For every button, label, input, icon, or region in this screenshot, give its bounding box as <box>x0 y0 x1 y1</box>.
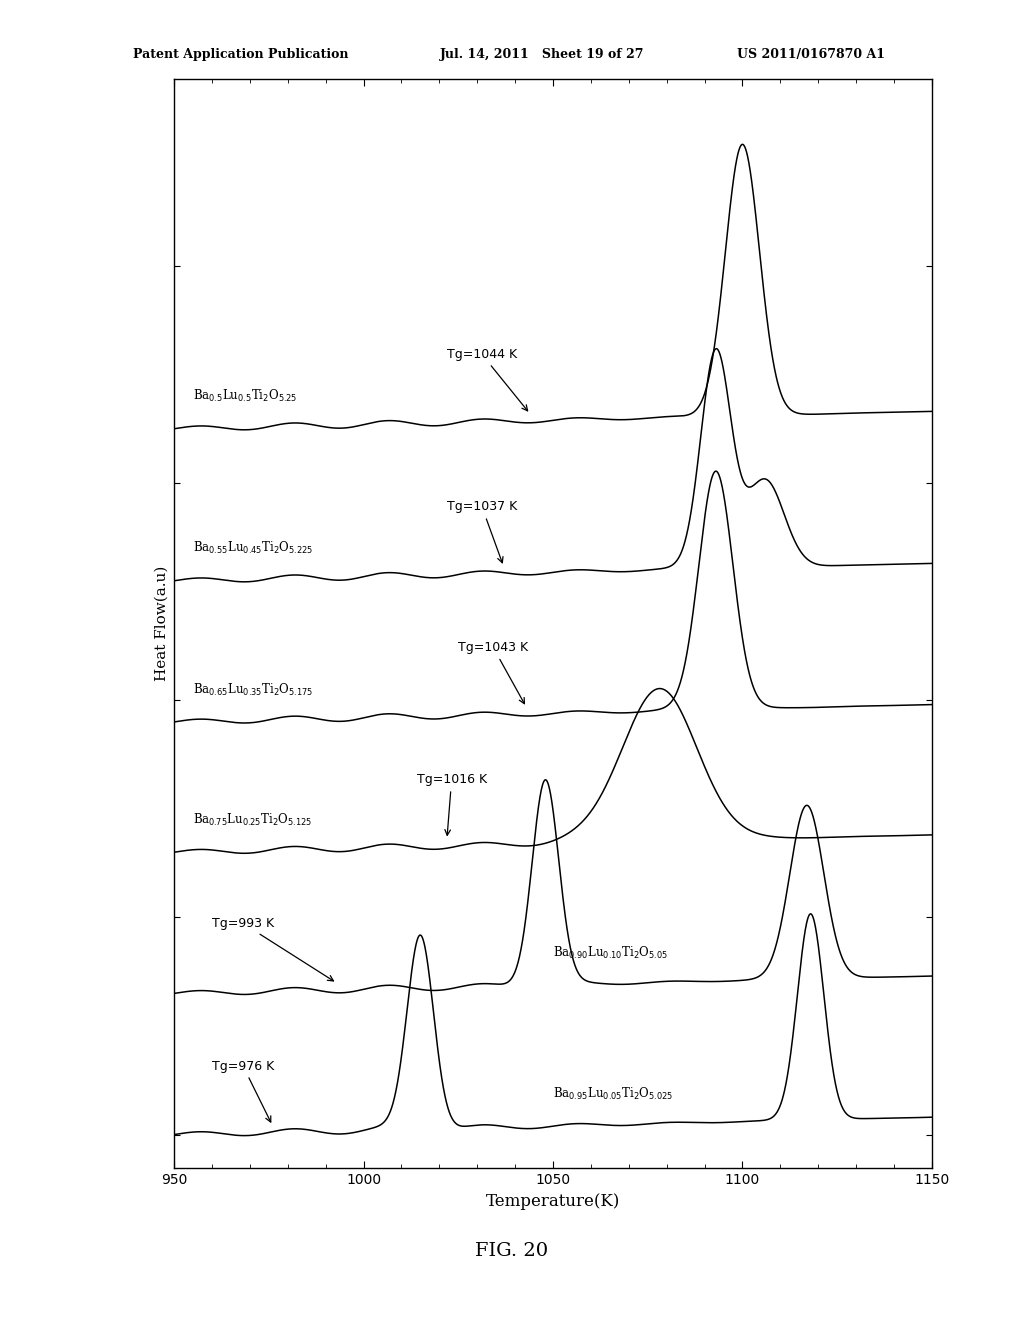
Text: FIG. 20: FIG. 20 <box>475 1242 549 1261</box>
Text: Tg=1037 K: Tg=1037 K <box>446 500 517 562</box>
Text: Ba$_{0.75}$Lu$_{0.25}$Ti$_2$O$_{5.125}$: Ba$_{0.75}$Lu$_{0.25}$Ti$_2$O$_{5.125}$ <box>193 812 312 828</box>
Text: Tg=993 K: Tg=993 K <box>212 917 334 981</box>
Text: US 2011/0167870 A1: US 2011/0167870 A1 <box>737 48 886 61</box>
Text: Ba$_{0.65}$Lu$_{0.35}$Ti$_2$O$_{5.175}$: Ba$_{0.65}$Lu$_{0.35}$Ti$_2$O$_{5.175}$ <box>193 681 313 697</box>
Text: Tg=1043 K: Tg=1043 K <box>458 642 528 704</box>
Text: Tg=1016 K: Tg=1016 K <box>417 774 486 836</box>
X-axis label: Temperature(K): Temperature(K) <box>485 1192 621 1209</box>
Text: Ba$_{0.95}$Lu$_{0.05}$Ti$_2$O$_{5.025}$: Ba$_{0.95}$Lu$_{0.05}$Ti$_2$O$_{5.025}$ <box>553 1086 674 1102</box>
Text: Jul. 14, 2011   Sheet 19 of 27: Jul. 14, 2011 Sheet 19 of 27 <box>440 48 645 61</box>
Text: Tg=976 K: Tg=976 K <box>212 1060 274 1122</box>
Text: Ba$_{0.90}$Lu$_{0.10}$Ti$_2$O$_{5.05}$: Ba$_{0.90}$Lu$_{0.10}$Ti$_2$O$_{5.05}$ <box>553 945 669 961</box>
Y-axis label: Heat Flow(a.u): Heat Flow(a.u) <box>155 566 169 681</box>
Text: Ba$_{0.5}$Lu$_{0.5}$Ti$_2$O$_{5.25}$: Ba$_{0.5}$Lu$_{0.5}$Ti$_2$O$_{5.25}$ <box>193 388 297 404</box>
Text: Ba$_{0.55}$Lu$_{0.45}$Ti$_2$O$_{5.225}$: Ba$_{0.55}$Lu$_{0.45}$Ti$_2$O$_{5.225}$ <box>193 540 313 557</box>
Text: Tg=1044 K: Tg=1044 K <box>446 348 527 411</box>
Text: Patent Application Publication: Patent Application Publication <box>133 48 348 61</box>
